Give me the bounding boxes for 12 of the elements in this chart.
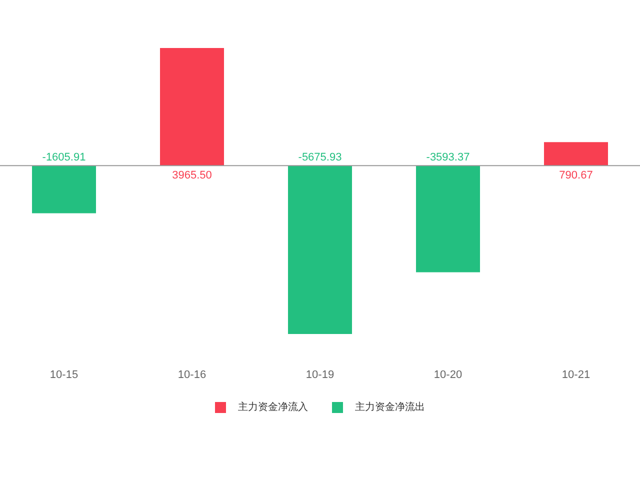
x-tick-label: 10-16 <box>178 368 206 381</box>
data-label: -5675.93 <box>298 152 342 164</box>
data-label: -3593.37 <box>426 152 470 164</box>
x-tick-label: 10-20 <box>434 368 462 381</box>
legend-label: 主力资金净流出 <box>355 400 425 414</box>
x-tick-label: 10-19 <box>306 368 334 381</box>
legend-label: 主力资金净流入 <box>238 400 308 414</box>
data-label: -1605.91 <box>42 152 86 164</box>
data-label: 3965.50 <box>172 170 212 182</box>
x-tick-label: 10-15 <box>50 368 78 381</box>
x-tick-label: 10-21 <box>562 368 590 381</box>
data-label: 790.67 <box>559 170 593 182</box>
